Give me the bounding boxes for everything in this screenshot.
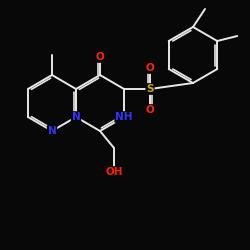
Text: O: O (146, 105, 154, 115)
Text: N: N (48, 126, 56, 136)
Text: O: O (96, 52, 104, 62)
Text: O: O (146, 63, 154, 73)
Text: N: N (72, 112, 80, 122)
Text: OH: OH (105, 167, 123, 177)
Text: NH: NH (115, 112, 133, 122)
Text: S: S (146, 84, 154, 94)
